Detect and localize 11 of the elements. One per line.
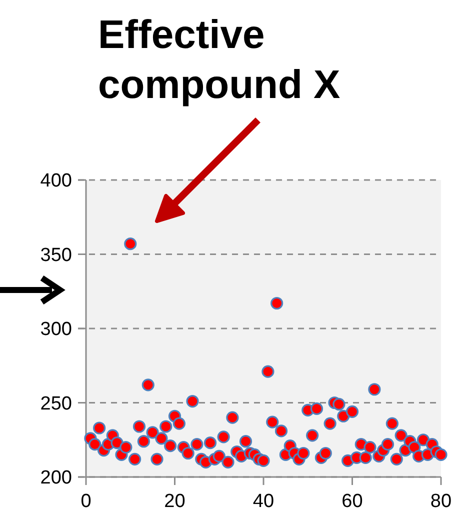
x-tick-label: 0	[80, 491, 92, 512]
y-tick-label: 300	[40, 319, 72, 340]
y-tick-label: 200	[40, 468, 72, 489]
y-tick-label: 400	[40, 170, 72, 192]
x-tick-label: 60	[342, 491, 363, 512]
x-tick-label: 20	[164, 491, 186, 512]
y-tick-label: 250	[40, 393, 72, 414]
x-tick-label: 80	[430, 491, 452, 512]
text: Effective compound X	[98, 13, 341, 107]
x-tick-label: 40	[252, 491, 274, 512]
y-tick-label: 350	[40, 244, 72, 266]
